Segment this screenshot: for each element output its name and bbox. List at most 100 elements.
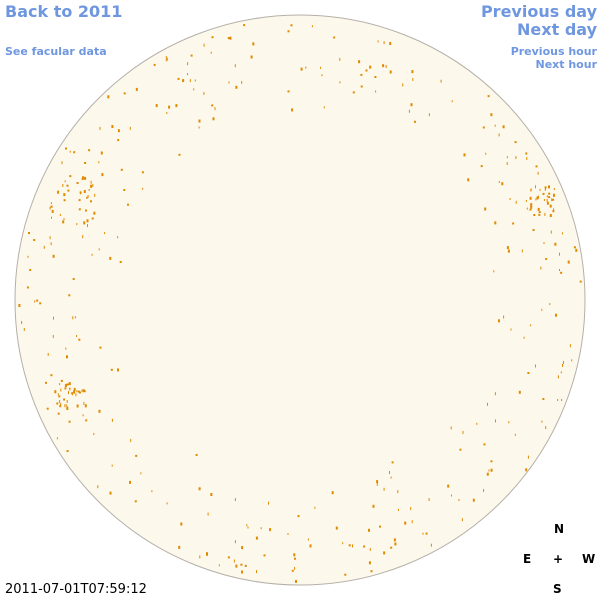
facula <box>538 213 541 216</box>
facula <box>394 542 397 546</box>
facula <box>187 62 189 66</box>
facula <box>241 570 243 574</box>
facula <box>546 195 548 198</box>
facula <box>76 182 79 184</box>
facula <box>241 80 243 84</box>
facula <box>69 387 71 391</box>
facula <box>411 70 414 74</box>
facula <box>569 344 571 348</box>
facula <box>178 153 181 156</box>
facula <box>485 152 487 155</box>
back-link[interactable]: Back to 2011 <box>5 2 123 21</box>
facula <box>57 190 60 194</box>
facula <box>111 464 113 467</box>
compass-center: + <box>553 552 564 566</box>
facula <box>91 217 94 220</box>
facula <box>211 104 214 107</box>
facula <box>451 494 452 497</box>
facula <box>527 372 530 374</box>
facula <box>250 55 253 59</box>
facula <box>365 69 368 72</box>
facula <box>450 426 452 430</box>
facula <box>414 120 416 123</box>
facula <box>72 392 73 396</box>
facula <box>98 161 100 164</box>
facula <box>398 508 399 511</box>
facula <box>166 57 168 61</box>
facular-link[interactable]: See facular data <box>5 45 107 58</box>
facula <box>123 92 126 95</box>
facula <box>305 66 307 69</box>
facula <box>498 181 500 183</box>
facula <box>243 24 246 27</box>
facula <box>363 545 366 548</box>
facula <box>541 420 543 423</box>
facula <box>28 232 30 234</box>
facula <box>428 498 430 501</box>
facula <box>83 190 86 193</box>
facula <box>34 300 36 303</box>
facula <box>78 199 81 202</box>
facula <box>476 422 478 425</box>
facula <box>246 524 248 527</box>
facula <box>135 454 138 457</box>
facula <box>168 105 171 109</box>
facula <box>203 92 205 95</box>
timestamp: 2011-07-01T07:59:12 <box>5 582 147 597</box>
facula <box>560 271 563 274</box>
facula <box>182 79 185 83</box>
facula <box>68 382 71 386</box>
facula <box>72 316 74 320</box>
facula <box>180 522 183 526</box>
facula <box>59 213 61 216</box>
facula <box>241 546 244 550</box>
facula <box>235 85 238 89</box>
facula <box>507 249 510 253</box>
facula <box>525 468 528 472</box>
facula <box>198 126 200 129</box>
facula <box>140 472 142 475</box>
facula <box>62 220 65 224</box>
facula <box>472 498 475 502</box>
facula <box>535 364 536 368</box>
facula <box>94 193 96 197</box>
facula <box>323 106 325 109</box>
facula <box>529 196 532 200</box>
facula <box>287 533 289 535</box>
facula <box>165 58 167 62</box>
facula <box>300 67 303 71</box>
facula <box>56 437 58 440</box>
facula <box>555 313 557 317</box>
facula <box>84 162 87 164</box>
previous-hour-link[interactable]: Previous hour <box>510 45 597 58</box>
facula <box>370 570 373 573</box>
previous-day-link[interactable]: Previous day <box>480 2 597 21</box>
facula <box>561 399 563 401</box>
facula <box>68 383 69 386</box>
facula <box>76 390 78 393</box>
facula <box>65 347 67 350</box>
facula <box>60 379 63 382</box>
facula <box>352 544 353 548</box>
facula <box>90 180 92 184</box>
facula <box>82 414 84 417</box>
facula <box>194 79 196 82</box>
facula <box>101 173 104 177</box>
facula <box>228 81 230 84</box>
facula <box>335 526 338 530</box>
facula <box>233 559 235 563</box>
facula <box>430 543 432 547</box>
facula <box>525 200 527 202</box>
next-day-link[interactable]: Next day <box>517 20 597 39</box>
facula <box>482 126 485 129</box>
facula <box>546 198 548 202</box>
facula <box>65 404 67 407</box>
facula <box>537 207 540 211</box>
facula <box>76 404 79 408</box>
next-hour-link[interactable]: Next hour <box>535 58 598 71</box>
facula <box>76 335 78 337</box>
facula <box>559 252 560 256</box>
facula <box>530 205 533 209</box>
facula <box>60 388 62 392</box>
facula <box>440 79 442 83</box>
